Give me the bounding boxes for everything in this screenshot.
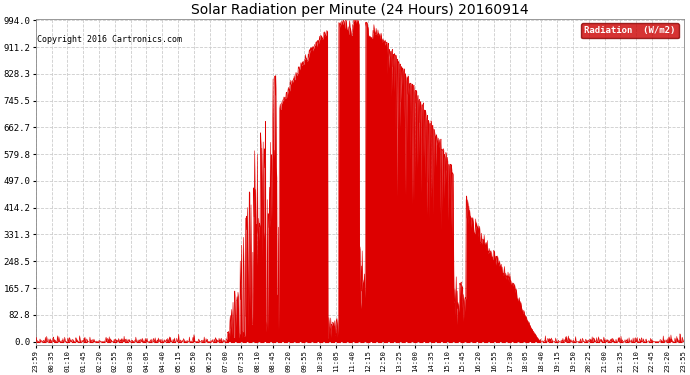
Text: Copyright 2016 Cartronics.com: Copyright 2016 Cartronics.com xyxy=(37,35,181,44)
Title: Solar Radiation per Minute (24 Hours) 20160914: Solar Radiation per Minute (24 Hours) 20… xyxy=(191,3,529,18)
Legend: Radiation  (W/m2): Radiation (W/m2) xyxy=(581,23,679,39)
